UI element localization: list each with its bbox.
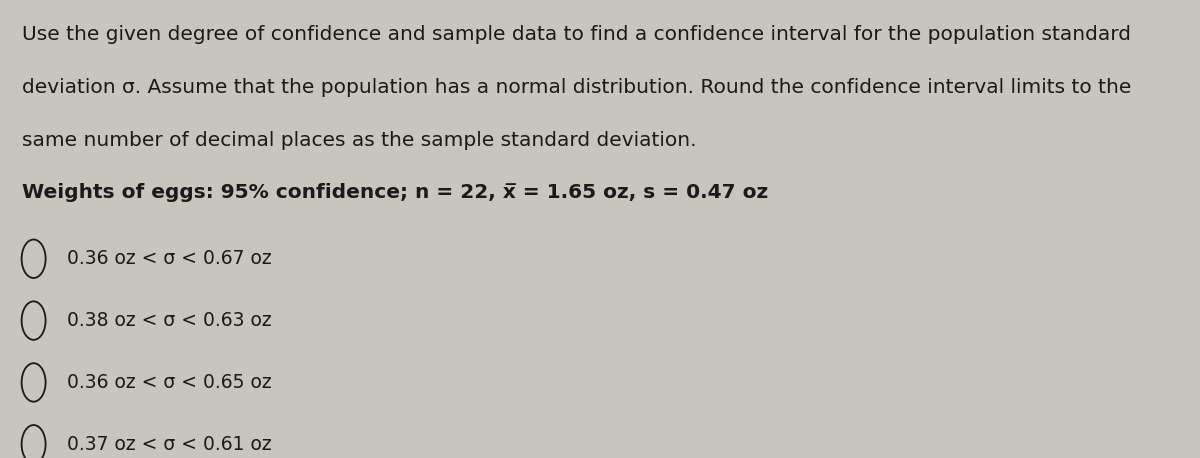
Text: 0.36 oz < σ < 0.67 oz: 0.36 oz < σ < 0.67 oz <box>67 249 272 268</box>
Text: same number of decimal places as the sample standard deviation.: same number of decimal places as the sam… <box>22 131 696 149</box>
Text: 0.37 oz < σ < 0.61 oz: 0.37 oz < σ < 0.61 oz <box>67 435 272 454</box>
Text: Weights of eggs: 95% confidence; n = 22, x̅ = 1.65 oz, s = 0.47 oz: Weights of eggs: 95% confidence; n = 22,… <box>22 183 768 202</box>
Text: deviation σ. Assume that the population has a normal distribution. Round the con: deviation σ. Assume that the population … <box>22 78 1130 97</box>
Text: Use the given degree of confidence and sample data to find a confidence interval: Use the given degree of confidence and s… <box>22 25 1130 44</box>
Text: 0.36 oz < σ < 0.65 oz: 0.36 oz < σ < 0.65 oz <box>67 373 272 392</box>
Text: 0.38 oz < σ < 0.63 oz: 0.38 oz < σ < 0.63 oz <box>67 311 272 330</box>
